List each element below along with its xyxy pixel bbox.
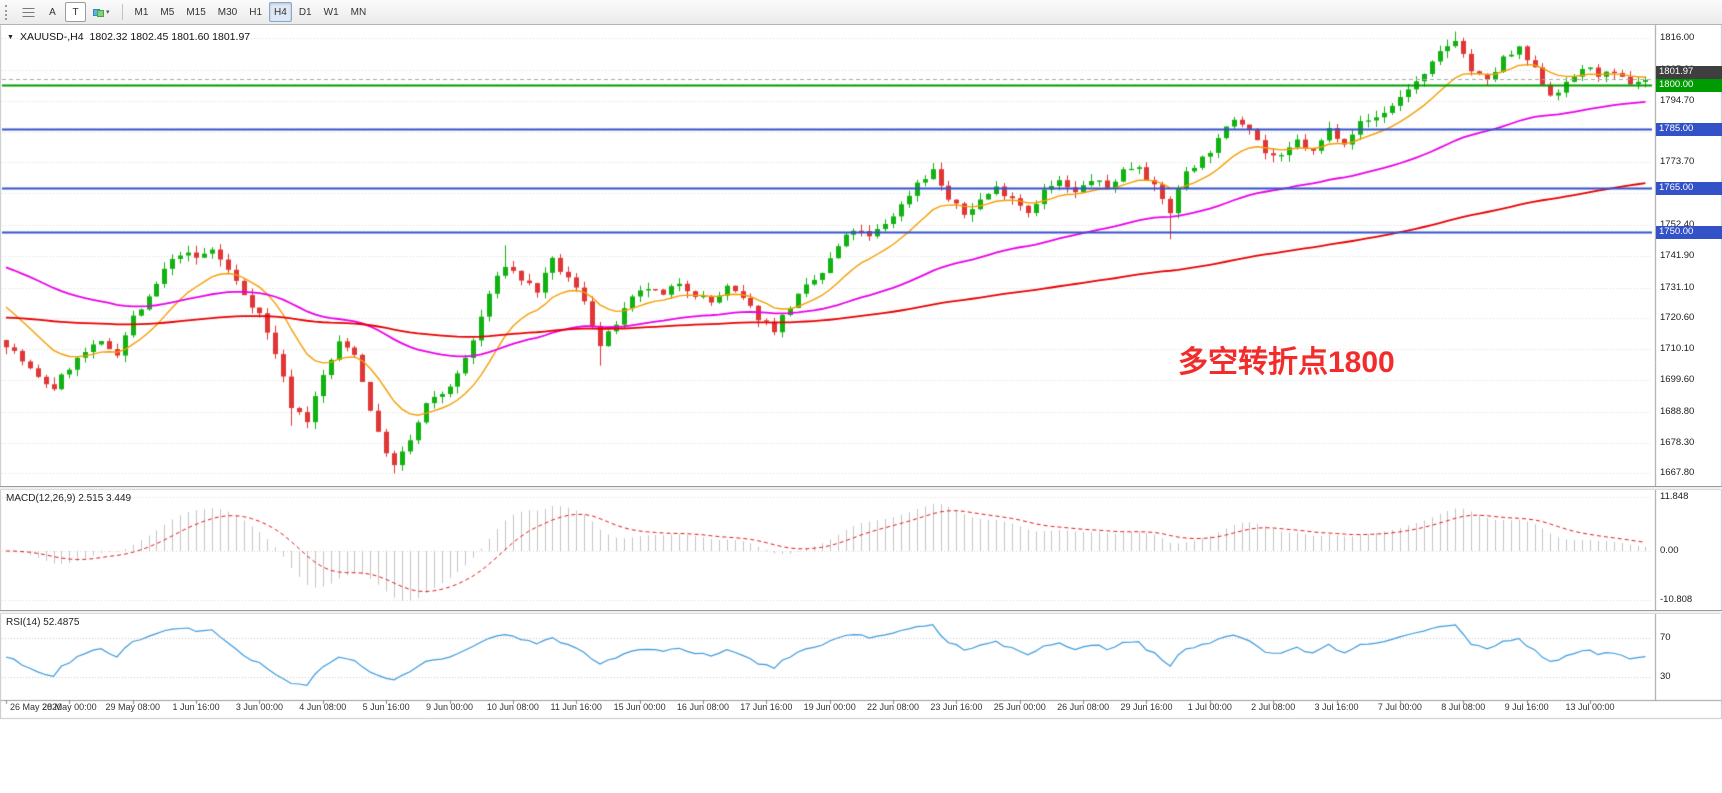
timeframe-button-m1[interactable]: M1	[130, 2, 154, 22]
timeframe-button-m5[interactable]: M5	[155, 2, 179, 22]
timeframe-button-h4[interactable]: H4	[269, 2, 292, 22]
shapes-button[interactable]: ▾	[88, 2, 115, 22]
symbol-dropdown-icon[interactable]: ▼	[7, 33, 14, 41]
timeframe-button-m15[interactable]: M15	[181, 2, 210, 22]
text-tool-button[interactable]: T	[65, 2, 86, 22]
toolbar-separator	[121, 4, 123, 20]
toolbar: A T ▾ M1 M5 M15 M30 H1 H4 D1 W1 MN	[0, 0, 1722, 25]
timeframe-button-h1[interactable]: H1	[244, 2, 267, 22]
text-label-button[interactable]: A	[42, 2, 63, 22]
timeframe-button-d1[interactable]: D1	[294, 2, 317, 22]
timeframe-button-mn[interactable]: MN	[346, 2, 372, 22]
timeframe-button-m30[interactable]: M30	[213, 2, 242, 22]
shapes-icon-2	[97, 10, 104, 17]
timeframe-button-w1[interactable]: W1	[319, 2, 344, 22]
chevron-down-icon: ▾	[106, 9, 110, 16]
chart-lines-button[interactable]	[17, 2, 40, 22]
panel-splitter-rsi[interactable]	[0, 610, 1722, 614]
timeframe-button-group: M1 M5 M15 M30 H1 H4 D1 W1 MN	[129, 2, 373, 22]
lines-icon	[22, 7, 35, 18]
panel-splitter-macd[interactable]	[0, 486, 1722, 490]
toolbar-grip[interactable]	[5, 4, 10, 20]
chart-annotation[interactable]: 多空转折点1800	[1178, 346, 1395, 379]
